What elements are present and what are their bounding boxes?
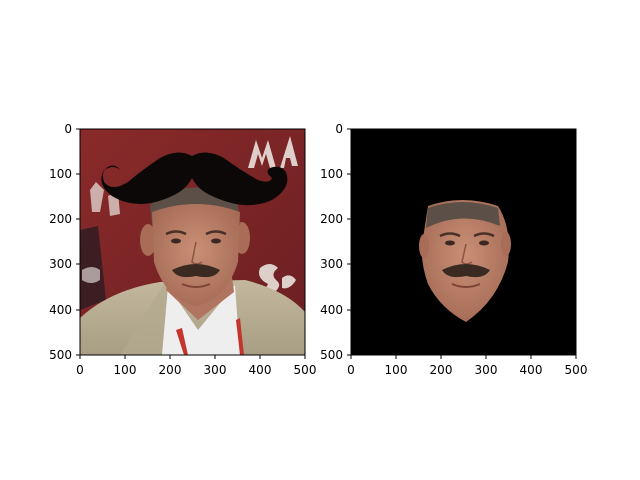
left-x-tick-label: 500	[294, 363, 317, 377]
left-x-axis: 0 100 200 300 400 500	[76, 355, 316, 377]
right-x-tick-label: 200	[430, 363, 453, 377]
right-x-axis: 0 100 200 300 400 500	[347, 355, 587, 377]
left-y-tick-label: 300	[49, 257, 72, 271]
left-y-tick-label: 400	[49, 303, 72, 317]
segmented-face	[419, 200, 511, 322]
right-x-tick-label: 100	[385, 363, 408, 377]
right-x-tick-label: 0	[347, 363, 355, 377]
right-x-tick-label: 400	[520, 363, 543, 377]
right-y-axis: 0 100 200 300 400 500	[320, 122, 351, 362]
left-axes-frame	[79, 128, 306, 356]
right-y-tick-label: 500	[320, 348, 343, 362]
left-image	[80, 129, 305, 355]
left-x-tick-label: 0	[76, 363, 84, 377]
right-y-tick-label: 400	[320, 303, 343, 317]
right-y-tick-label: 0	[335, 122, 343, 136]
left-y-tick-label: 100	[49, 167, 72, 181]
left-y-axis: 0 100 200 300 400 500	[49, 122, 80, 362]
left-y-tick-label: 200	[49, 212, 72, 226]
right-axes-frame	[350, 128, 577, 356]
background-lettering	[90, 136, 298, 295]
right-y-tick-label: 300	[320, 257, 343, 271]
left-x-tick-label: 100	[114, 363, 137, 377]
right-image	[351, 129, 576, 355]
left-x-tick-label: 200	[159, 363, 182, 377]
left-y-tick-label: 0	[64, 122, 72, 136]
mustache-overlay	[101, 152, 288, 206]
left-y-tick-label: 500	[49, 348, 72, 362]
right-y-tick-label: 200	[320, 212, 343, 226]
right-x-tick-label: 300	[475, 363, 498, 377]
left-x-tick-label: 400	[249, 363, 272, 377]
right-x-tick-label: 500	[565, 363, 588, 377]
right-y-tick-label: 100	[320, 167, 343, 181]
left-x-tick-label: 300	[204, 363, 227, 377]
